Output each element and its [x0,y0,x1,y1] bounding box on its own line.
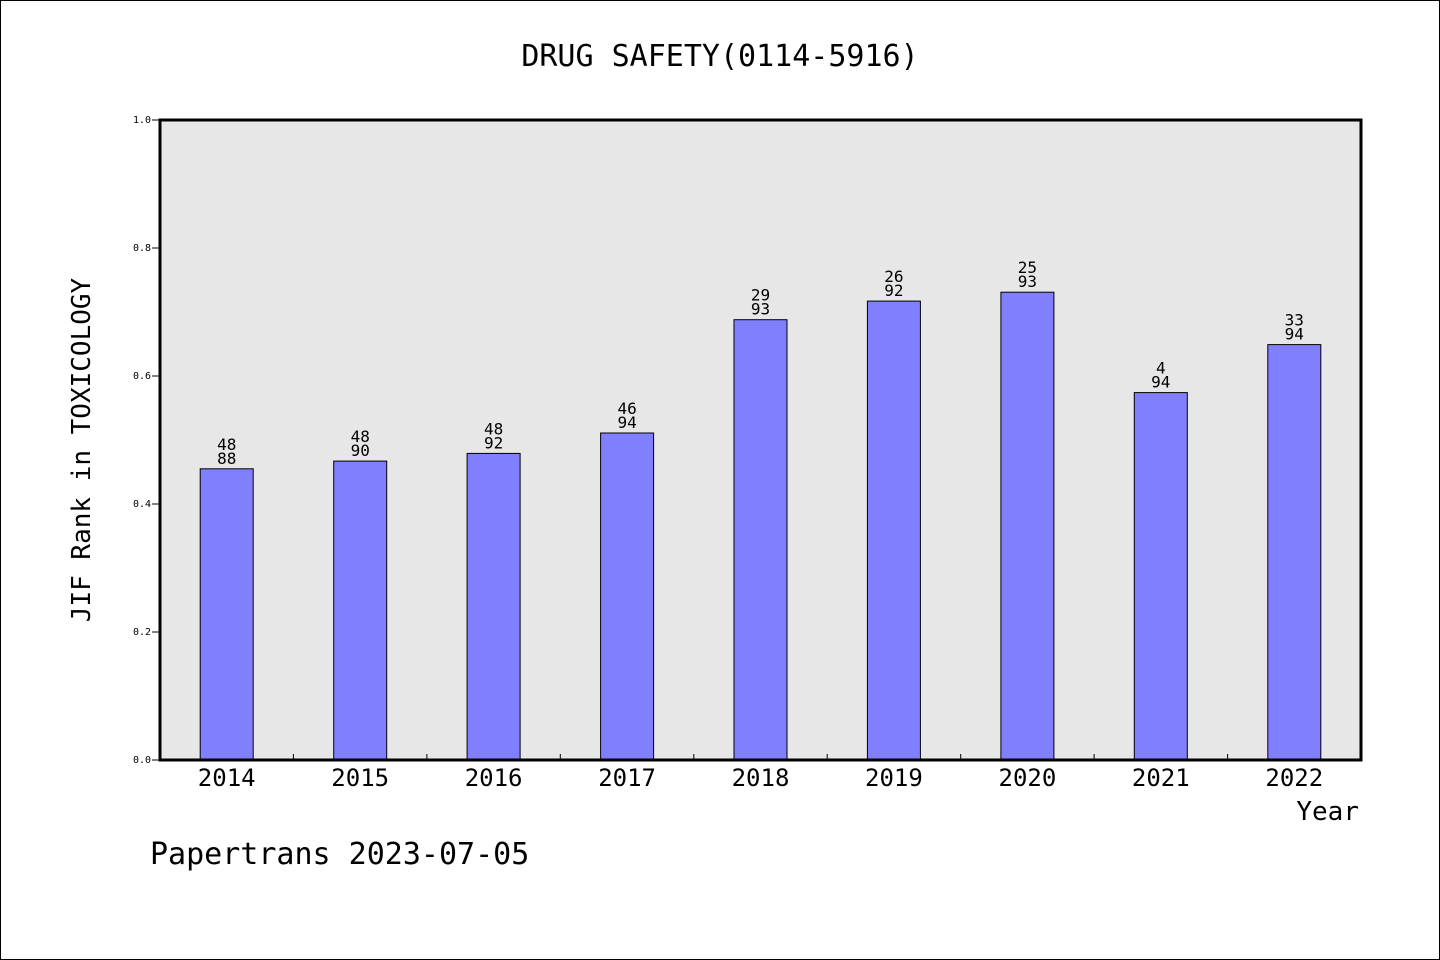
x-tick-label-2019: 2019 [865,764,923,792]
y-axis-label: JIF Rank in TOXICOLOGY [67,277,97,622]
bar-2018 [733,319,788,761]
bar-2016 [466,452,521,761]
x-tick-label-2018: 2018 [732,764,790,792]
bar-2014 [199,468,254,761]
footer-credit: Papertrans 2023-07-05 [150,837,529,872]
bar-total-label-2017: 94 [617,413,636,432]
bar-2019 [866,300,921,761]
x-tick-label-2021: 2021 [1132,764,1190,792]
chart-title: DRUG SAFETY(0114-5916) [521,39,918,74]
x-tick-label-2016: 2016 [465,764,523,792]
y-tick-label: 0.0 [133,755,151,766]
x-tick-label-2015: 2015 [331,764,389,792]
bar-rank-label-2022: 33 [1285,311,1304,330]
bar-rank-label-2016: 48 [484,419,503,438]
bar-total-label-2022: 94 [1285,325,1304,344]
bar-total-label-2016: 92 [484,433,503,452]
bar-total-label-2020: 93 [1018,272,1037,291]
x-axis-label: Year [1296,797,1359,827]
bar-2020 [1000,291,1055,761]
axis-ticks: 2014 2015 2016 2017 2018 2019 2020 2021 2022 0.0 0… [133,115,1323,792]
x-tick-label-2014: 2014 [198,764,256,792]
bar-2022 [1267,344,1322,761]
bar-rank-label-2015: 48 [351,427,370,446]
y-tick-label: 0.6 [133,371,151,382]
bar-2015 [333,460,388,761]
bar-total-label-2018: 93 [751,300,770,319]
plot-border [158,118,1363,762]
bar-rank-label-2020: 25 [1018,258,1037,277]
bar-rank-label-2017: 46 [617,399,636,418]
y-tick-label: 0.8 [133,243,151,254]
bar-total-label-2014: 88 [217,449,236,468]
y-tick-label: 1.0 [133,115,151,126]
bar-total-label-2015: 90 [351,441,370,460]
bar-total-label-2021: 94 [1151,373,1170,392]
bar-2017 [600,432,655,761]
x-tick-label-2022: 2022 [1265,764,1323,792]
bar-total-label-2019: 92 [884,281,903,300]
bar-rank-label-2018: 29 [751,286,770,305]
x-tick-label-2017: 2017 [598,764,656,792]
bar-rank-label-2019: 26 [884,267,903,286]
bar-2021 [1133,392,1188,761]
bar-rank-label-2014: 48 [217,435,236,454]
bar-rank-label-2021: 4 [1156,359,1166,378]
x-tick-label-2020: 2020 [999,764,1057,792]
y-tick-label: 0.2 [133,627,151,638]
y-tick-label: 0.4 [133,499,151,510]
